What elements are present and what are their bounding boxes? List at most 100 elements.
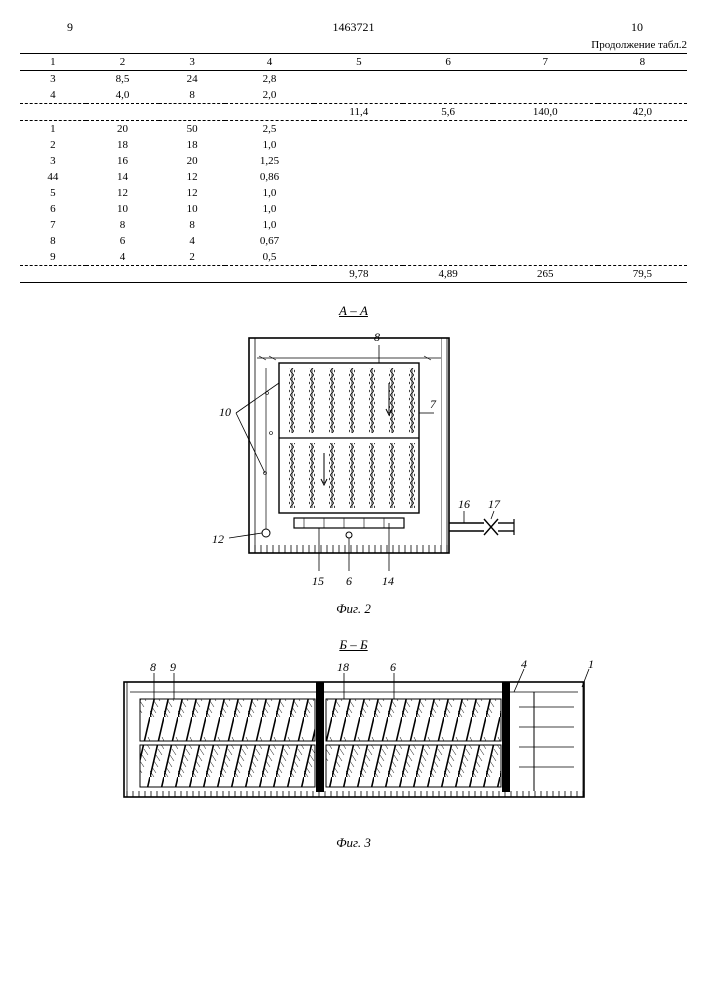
cell [598,233,687,249]
cell: 8 [86,217,160,233]
cell [314,87,403,104]
cell: 4 [20,87,86,104]
cell [598,71,687,88]
figure-3-diagram: 8 9 18 6 4 1 [94,657,614,827]
cell: 16 [86,153,160,169]
cell: 20 [86,121,160,138]
fig3-label-8: 8 [150,660,156,674]
cell [598,153,687,169]
cell: 2,5 [225,121,314,138]
cell: 5,6 [403,104,492,121]
cell [598,201,687,217]
cell [403,121,492,138]
cell: 3 [20,71,86,88]
cell: 1,0 [225,185,314,201]
cell [493,87,598,104]
figure-3-caption: Фиг. 3 [20,835,687,851]
col-header: 4 [225,54,314,71]
cell [314,185,403,201]
continuation-label: Продолжение табл.2 [20,39,687,51]
cell: 4 [159,233,225,249]
cell [493,153,598,169]
cell: 9,78 [314,266,403,283]
col-header: 2 [86,54,160,71]
cell [493,121,598,138]
cell [403,249,492,266]
cell [314,71,403,88]
cell [493,233,598,249]
fig2-label-17: 17 [488,497,501,511]
cell [598,137,687,153]
cell: 1,0 [225,217,314,233]
cell: 0,5 [225,249,314,266]
cell: 2 [159,249,225,266]
cell [403,87,492,104]
cell [598,87,687,104]
section-label-bb: Б – Б [339,637,367,653]
cell: 6 [20,201,86,217]
cell [403,217,492,233]
cell: 12 [86,185,160,201]
cell [403,153,492,169]
cell: 4 [86,249,160,266]
cell: 6 [86,233,160,249]
document-number: 1463721 [120,20,587,35]
cell: 1,25 [225,153,314,169]
cell [403,137,492,153]
cell: 8,5 [86,71,160,88]
fig2-label-6: 6 [346,574,352,588]
figure-2-caption: Фиг. 2 [20,601,687,617]
cell: 9 [20,249,86,266]
cell: 2,0 [225,87,314,104]
page-number-left: 9 [20,20,120,35]
col-header: 5 [314,54,403,71]
cell: 12 [159,185,225,201]
col-header: 6 [403,54,492,71]
cell: 24 [159,71,225,88]
cell: 7 [20,217,86,233]
cell: 79,5 [598,266,687,283]
cell [598,121,687,138]
cell [314,121,403,138]
cell [493,201,598,217]
fig3-label-9: 9 [170,660,176,674]
cell [493,169,598,185]
cell [493,137,598,153]
cell [403,169,492,185]
cell [20,104,86,121]
cell: 0,67 [225,233,314,249]
figure-2-diagram: 8 10 7 12 15 6 14 16 17 [174,323,534,593]
cell [598,249,687,266]
cell [403,233,492,249]
cell [493,185,598,201]
cell [314,217,403,233]
cell [403,201,492,217]
cell [314,201,403,217]
cell: 3 [20,153,86,169]
cell [598,169,687,185]
cell: 42,0 [598,104,687,121]
cell [159,104,225,121]
cell [86,104,160,121]
cell: 2,8 [225,71,314,88]
data-table: 12345678 38,5242,844,082,011,45,6140,042… [20,53,687,283]
cell: 265 [493,266,598,283]
cell: 1,0 [225,201,314,217]
cell [314,169,403,185]
cell: 0,86 [225,169,314,185]
cell: 50 [159,121,225,138]
fig2-label-15: 15 [312,574,324,588]
cell: 10 [159,201,225,217]
cell [225,104,314,121]
section-label-aa: А – А [339,303,368,319]
cell [314,153,403,169]
cell: 140,0 [493,104,598,121]
fig2-label-14: 14 [382,574,394,588]
cell: 8 [159,217,225,233]
cell [20,266,86,283]
cell [403,71,492,88]
cell: 18 [86,137,160,153]
cell [493,71,598,88]
fig2-label-8: 8 [374,330,380,344]
cell: 5 [20,185,86,201]
